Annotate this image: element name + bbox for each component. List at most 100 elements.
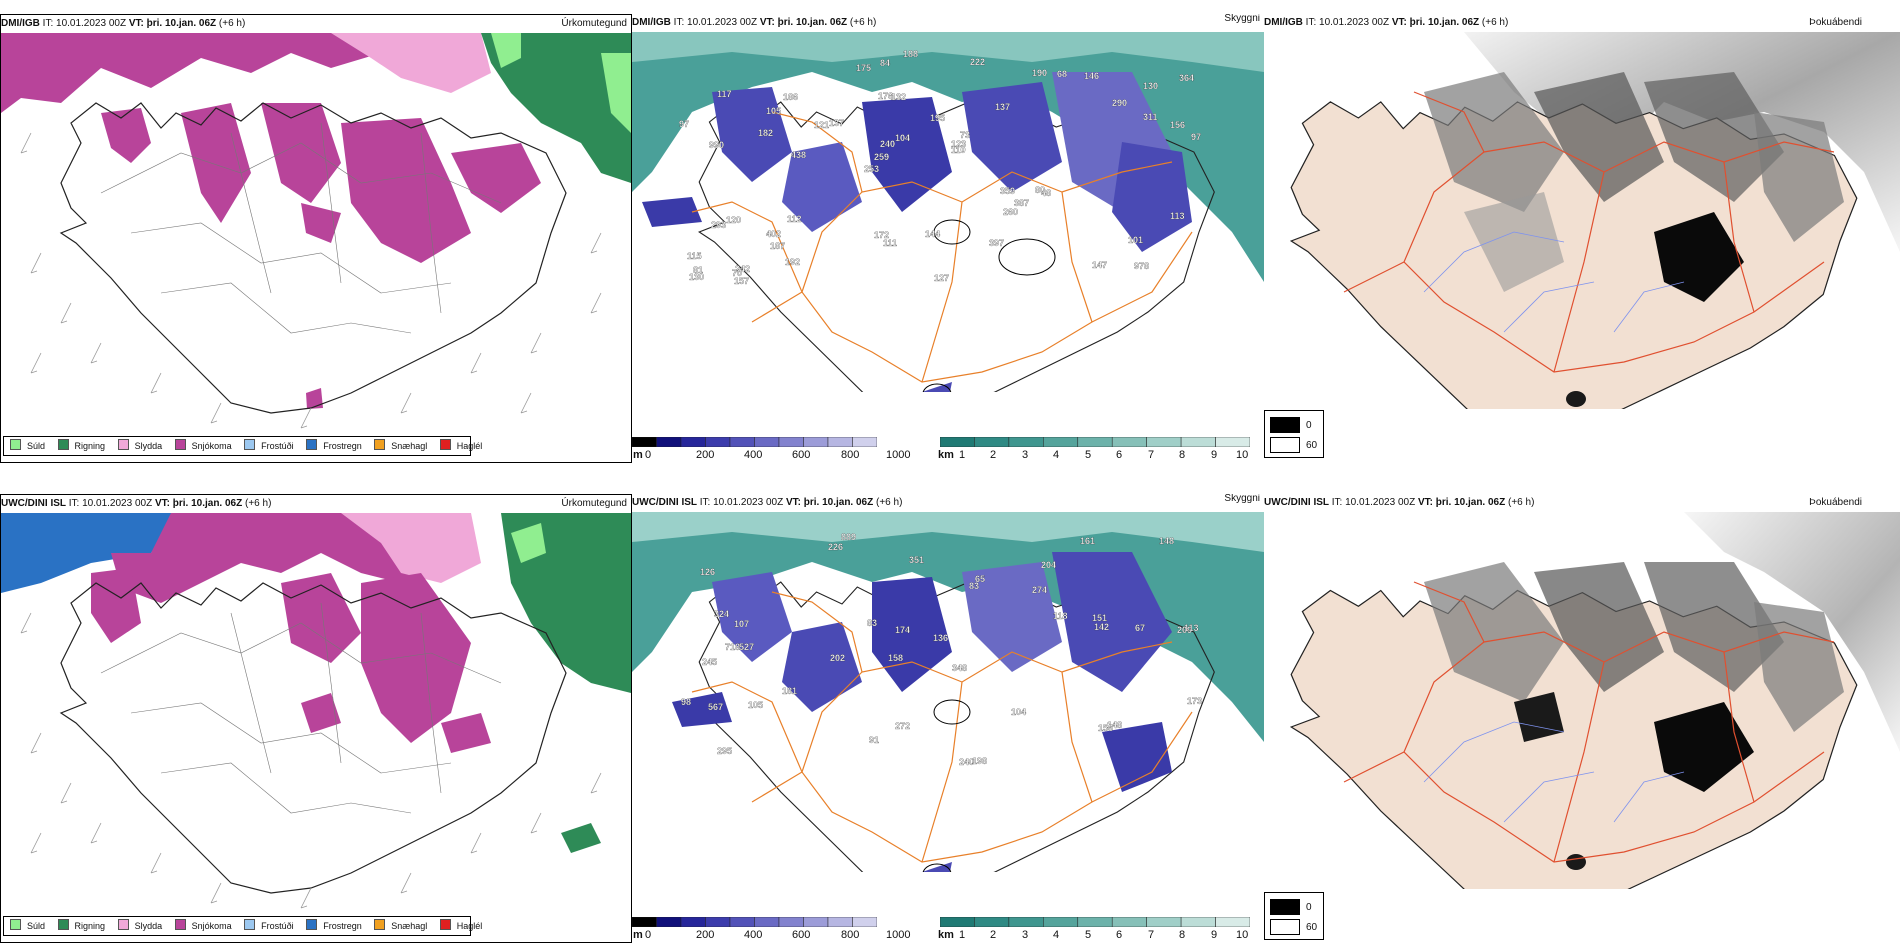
- panel-title: Skyggni: [1224, 494, 1260, 504]
- cloud-base-label: 132: [891, 92, 906, 102]
- legend-swatch: [57, 439, 69, 450]
- visibility-tick: 10: [1236, 929, 1249, 941]
- cloud-base-label: 83: [867, 618, 877, 628]
- cloud-base-label: 324: [714, 609, 729, 619]
- cloud-base-label: 148: [1159, 536, 1174, 546]
- legend-item: Slydda: [117, 917, 162, 935]
- colorbar-cell: [632, 437, 657, 447]
- visibility-tick: 8: [1179, 449, 1186, 461]
- legend-item: Snæhagl: [374, 437, 427, 455]
- cloud-visibility-map: 978 990 130 253 137 242 176 195 120 137 115 187 132 7…: [632, 32, 1264, 392]
- valid-time: VT: þri. 10.jan. 06Z: [1417, 497, 1506, 508]
- precip-type-map: [1, 513, 631, 923]
- colorbar-cell: [803, 437, 829, 447]
- visibility-tick: 1: [959, 929, 966, 941]
- cloud-base-label: 198: [972, 756, 987, 766]
- colorbar-cell: [1215, 917, 1250, 927]
- cloud-base-label: 990: [709, 140, 724, 150]
- cloud-base-tick: 800: [841, 449, 860, 461]
- legend-item: Haglél: [439, 437, 482, 455]
- colorbar-cell: [1111, 437, 1147, 447]
- cloud-base-label: 110: [951, 145, 966, 155]
- cloud-base-label: 889: [841, 532, 856, 542]
- cloud-base-label: 293: [711, 220, 726, 230]
- cloud-base-label: 348: [952, 663, 967, 673]
- colorbar-cell: [632, 917, 657, 927]
- fog-legend-swatch: [1270, 919, 1300, 935]
- colorbar-cell: [1180, 917, 1216, 927]
- cloud-base-label: 209: [1177, 625, 1192, 635]
- cloud-base-label: 161: [1080, 536, 1095, 546]
- visibility-tick: 2: [990, 449, 997, 461]
- colorbar-cell: [1077, 917, 1113, 927]
- colorbar-cell: [1146, 437, 1182, 447]
- cloud-base-label: 151: [1092, 613, 1107, 623]
- legend-swatch: [244, 919, 256, 930]
- cloud-base-label: 65: [975, 574, 985, 584]
- cloud-base-label: 718: [725, 642, 740, 652]
- cloud-base-tick: 0: [645, 929, 652, 941]
- colorbar-cell: [754, 437, 780, 447]
- visibility-tick: 4: [1053, 929, 1060, 941]
- cloud-visibility-panel-dmi: DMI/IGB IT: 10.01.2023 00Z VT: þri. 10.j…: [632, 14, 1264, 463]
- cloud-base-label: 181: [782, 686, 797, 696]
- cloud-base-label: 83: [969, 581, 979, 591]
- cloud-visibility-map: 889 204 209 158 348 527 126 274 245 83 136 295 226 20…: [632, 512, 1264, 872]
- cloud-base-colorbar: [632, 917, 877, 927]
- cloud-base-label: 272: [895, 721, 910, 731]
- legend-item: Snjókoma: [174, 437, 232, 455]
- cloud-base-label: 364: [1179, 73, 1194, 83]
- cloud-base-label: 126: [700, 567, 715, 577]
- visibility-unit: km: [938, 449, 954, 461]
- legend-item: Frostregn: [306, 917, 362, 935]
- valid-time: VT: þri. 10.jan. 06Z: [1391, 17, 1480, 28]
- lead-time: (+6 h): [218, 18, 246, 29]
- cloud-base-label: 186: [783, 92, 798, 102]
- cloud-base-colorbar: [632, 437, 877, 447]
- valid-time: VT: þri. 10.jan. 06Z: [785, 497, 874, 508]
- cloud-base-label: 240: [880, 139, 895, 149]
- precip-type-map: [1, 33, 631, 443]
- cloud-base-label: 70: [732, 268, 742, 278]
- fog-legend-swatch: [1270, 899, 1300, 915]
- panel-header: UWC/DINI ISL IT: 10.01.2023 00Z VT: þri.…: [1, 495, 631, 513]
- cloud-base-label: 147: [1092, 260, 1107, 270]
- model-source: DMI/IGB: [1264, 17, 1303, 28]
- cloud-base-label: 359: [1000, 186, 1015, 196]
- panel-header: DMI/IGB IT: 10.01.2023 00Z VT: þri. 10.j…: [1, 15, 631, 33]
- legend-item: Rigning: [57, 437, 105, 455]
- cloud-base-label: 97: [1191, 132, 1201, 142]
- colorbar-cell: [852, 437, 877, 447]
- colorbar-cell: [803, 917, 829, 927]
- cloud-base-label: 188: [903, 49, 918, 59]
- legend-item: Slydda: [117, 437, 162, 455]
- legend-swatch: [374, 439, 386, 450]
- cloud-base-label: 142: [1094, 622, 1109, 632]
- cloud-base-label: 192: [785, 257, 800, 267]
- visibility-tick: 10: [1236, 449, 1249, 461]
- cloud-base-label: 121: [814, 120, 829, 130]
- visibility-tick: 5: [1085, 929, 1092, 941]
- cloud-base-tick: 0: [645, 449, 652, 461]
- cloud-base-label: 174: [895, 625, 910, 635]
- visibility-tick: 9: [1211, 449, 1218, 461]
- colorbar-cell: [852, 917, 877, 927]
- precip-type-legend: Súld Rigning Slydda Snjókoma Frostúði Fr…: [3, 916, 482, 936]
- visibility-tick: 3: [1022, 929, 1029, 941]
- cloud-base-label: 91: [869, 735, 879, 745]
- colorbar-cell: [1077, 437, 1113, 447]
- cloud-base-label: 113: [1170, 211, 1185, 221]
- colorbar-cell: [680, 437, 706, 447]
- fog-index-panel-dmi: DMI/IGB IT: 10.01.2023 00Z VT: þri. 10.j…: [1264, 14, 1900, 409]
- model-source: UWC/DINI ISL: [1264, 497, 1329, 508]
- panel-title: Úrkomutegund: [561, 18, 627, 29]
- colorbar-cell: [656, 437, 682, 447]
- fog-legend-row: 60: [1270, 437, 1317, 453]
- cloud-base-tick: 1000: [886, 929, 911, 941]
- cloud-base-label: 397: [989, 238, 1004, 248]
- precip-type-panel-uwc: UWC/DINI ISL IT: 10.01.2023 00Z VT: þri.…: [0, 494, 632, 943]
- cloud-base-label: 222: [970, 57, 985, 67]
- legend-swatch: [10, 919, 21, 930]
- cloud-base-tick: 400: [744, 929, 763, 941]
- cloud-base-label: 115: [687, 251, 702, 261]
